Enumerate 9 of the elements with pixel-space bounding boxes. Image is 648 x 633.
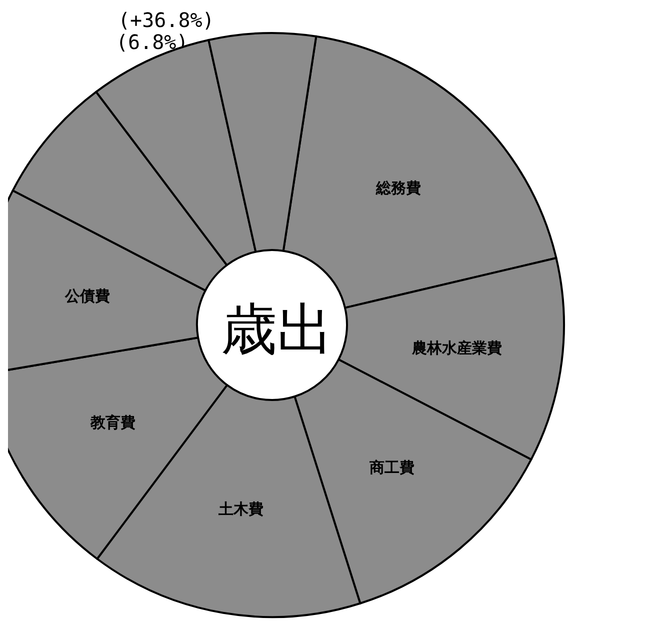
text: (6.8%)	[116, 30, 188, 54]
text: 歳出	[221, 298, 333, 362]
slice-label: 農林水産業費	[411, 338, 502, 357]
text: (+36.8%)	[118, 8, 214, 32]
slice-label: 教育費	[89, 413, 136, 432]
slice-label: 総務費	[375, 178, 422, 197]
slice-label: 土木費	[217, 500, 264, 518]
slice-label: 公債費	[64, 287, 110, 306]
slice-label: 商工費	[368, 458, 415, 477]
